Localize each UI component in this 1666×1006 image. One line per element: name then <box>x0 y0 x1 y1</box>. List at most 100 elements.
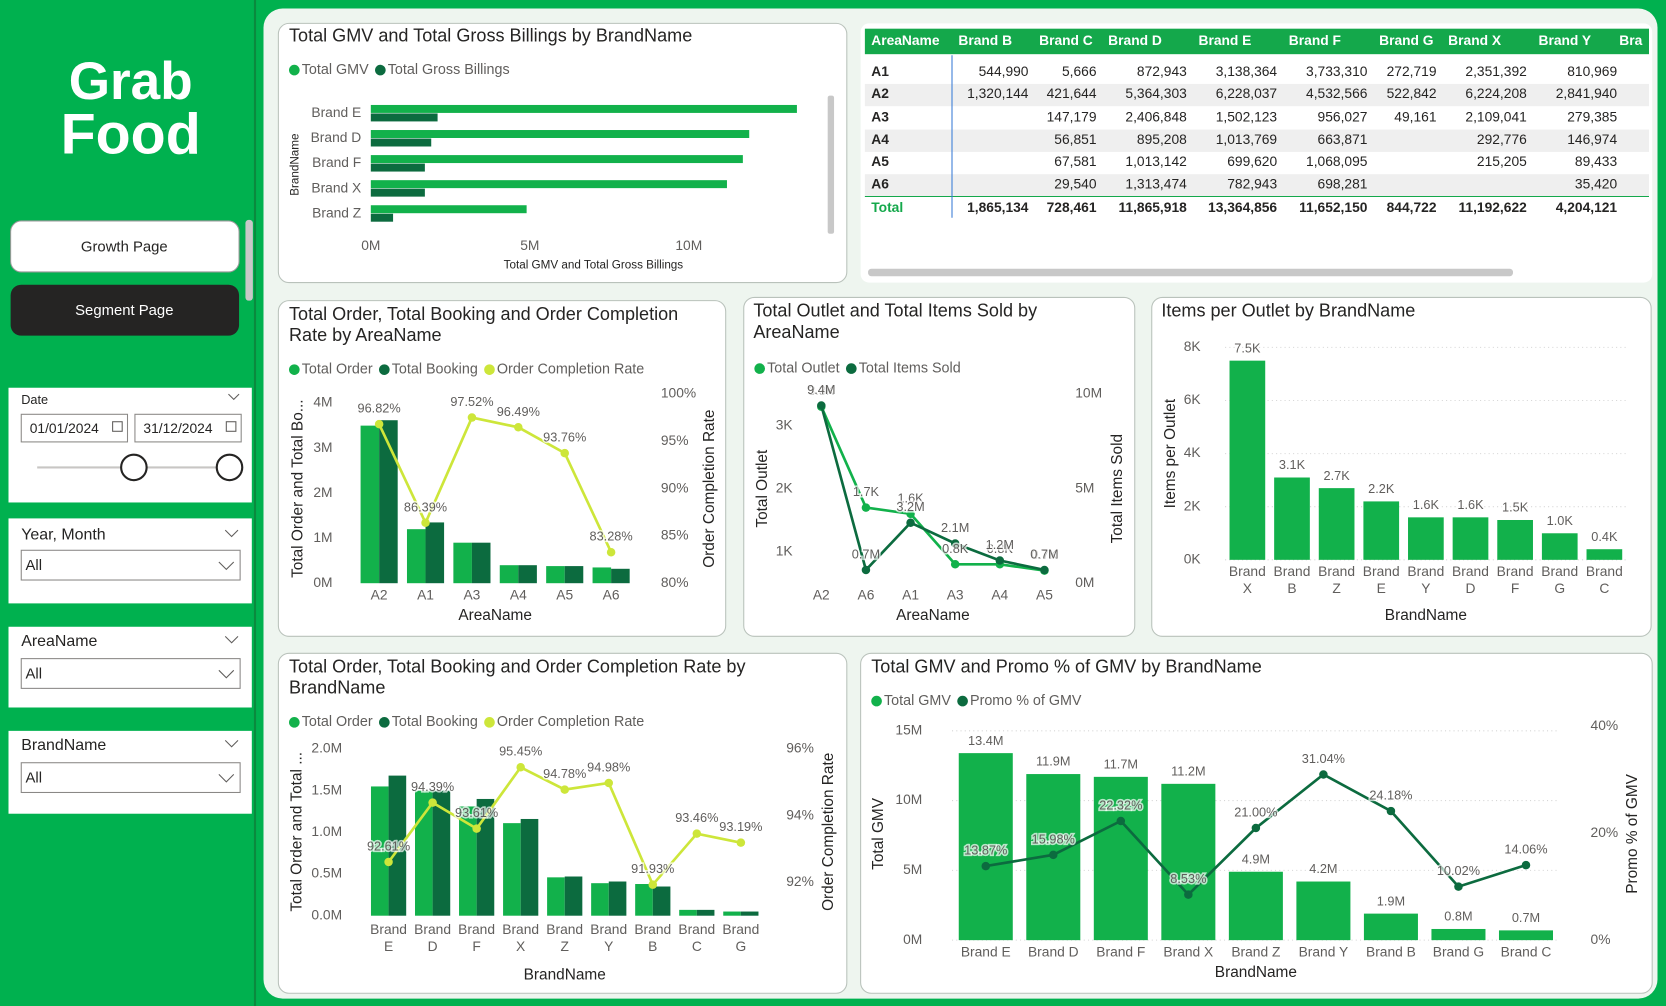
dropdown[interactable] <box>20 549 241 581</box>
bar <box>476 798 495 916</box>
dropdown-value[interactable]: All <box>26 558 43 574</box>
date-end[interactable]: 31/12/2024 <box>143 420 212 436</box>
data-label: 1.5K <box>1502 500 1529 515</box>
x-tick-label: A6 <box>857 587 874 603</box>
data-label: 83.28% <box>590 529 633 544</box>
y-tick-label: 15M <box>895 721 922 737</box>
data-label: 3.3K <box>808 383 835 398</box>
slider-handle[interactable] <box>215 453 244 482</box>
bar <box>635 884 653 916</box>
calendar-icon[interactable] <box>112 421 123 432</box>
data-label: 14.06% <box>1504 842 1547 857</box>
x-tick-label: Brand Z <box>1318 563 1356 596</box>
nav-button[interactable]: Growth Page <box>10 220 240 273</box>
x-tick-label-box: Brand B <box>634 921 671 954</box>
dropdown[interactable] <box>20 762 241 794</box>
bar <box>415 790 433 916</box>
chart-scrollbar[interactable] <box>827 95 835 234</box>
total-cell: 13,364,856 <box>1208 199 1277 215</box>
chart-title-box: Total GMV and Promo % of GMV by BrandNam… <box>871 657 1262 677</box>
data-label: 0.8K <box>942 541 969 556</box>
legend-swatch <box>871 695 882 707</box>
legend-label: Promo % of GMV <box>970 693 1082 709</box>
x-tick-label: A6 <box>603 587 620 603</box>
table-cell: 895,208 <box>1137 131 1187 147</box>
date-start[interactable]: 01/01/2024 <box>30 420 99 436</box>
bar <box>546 566 565 584</box>
point <box>1319 770 1328 779</box>
chevron[interactable] <box>218 561 235 571</box>
y-tick-label: Brand F <box>312 154 361 170</box>
bar <box>652 886 671 916</box>
table-cell: 1,313,474 <box>1125 175 1187 191</box>
y2-tick-label: 92% <box>786 873 814 889</box>
y-tick-label: 1.0M <box>311 823 342 839</box>
dropdown[interactable] <box>20 658 241 689</box>
x-tick-label-box: Brand G <box>1541 563 1579 596</box>
bar <box>1318 488 1355 560</box>
button-label[interactable]: Growth Page <box>81 239 168 255</box>
data-label: 1.6K <box>1457 497 1484 512</box>
data-label: 9.4M <box>807 382 835 397</box>
data-label: 95.45% <box>499 744 542 759</box>
table-cell: 1,320,144 <box>967 85 1029 101</box>
nav-button[interactable]: Segment Page <box>10 284 240 336</box>
legend-swatch <box>289 717 300 728</box>
date-slicer <box>8 387 252 503</box>
x-tick-label: Brand Z <box>546 921 584 954</box>
data-label: 94.78% <box>543 766 586 781</box>
chevron[interactable] <box>224 529 239 538</box>
chart-title-box: Total GMV and Total Gross Billings by Br… <box>289 25 693 46</box>
data-label: 1.0K <box>1547 513 1574 528</box>
table-cell: 2,109,041 <box>1465 109 1526 125</box>
chevron[interactable] <box>224 635 239 644</box>
data-label: 24.18% <box>1369 788 1412 803</box>
x-tick-label: Brand G <box>1541 563 1579 596</box>
legend-swatch <box>379 717 390 728</box>
chevron[interactable] <box>228 393 240 401</box>
calendar-icon[interactable] <box>225 421 237 432</box>
x-axis-title: AreaName <box>896 607 970 624</box>
sidebar: Grab Food Growth Page Segment Page Date … <box>8 52 253 814</box>
bar <box>1093 776 1148 941</box>
x-tick-label-box: Brand Y <box>590 921 627 954</box>
data-label: 0.7M <box>1512 910 1540 925</box>
bar <box>611 568 630 584</box>
row-stripe <box>864 174 1649 197</box>
line <box>377 416 613 553</box>
data-label: 93.46% <box>675 810 718 825</box>
point <box>950 560 960 569</box>
dropdown-value[interactable]: All <box>26 666 43 682</box>
table-cell: 67,581 <box>1054 153 1096 169</box>
chevron[interactable] <box>218 774 235 783</box>
dropdown-value[interactable]: All <box>26 771 43 787</box>
table-cell: 89,433 <box>1575 153 1618 169</box>
y-tick-label: 1M <box>313 529 332 545</box>
legend-label: Total GMV <box>302 62 369 78</box>
bar <box>432 790 451 916</box>
point <box>374 419 384 429</box>
point <box>560 785 569 794</box>
table-scrollbar[interactable] <box>868 268 1513 277</box>
date-input[interactable] <box>20 413 129 443</box>
chevron[interactable] <box>224 740 239 748</box>
chevron[interactable] <box>218 669 235 679</box>
x-tick-label: A2 <box>813 587 830 603</box>
x-tick-label-box: Brand G <box>722 921 760 954</box>
legend-swatch <box>375 64 386 76</box>
x-tick-label: Brand G <box>722 921 760 954</box>
table-cell: 6,224,208 <box>1465 85 1527 101</box>
table-cell: 6,228,037 <box>1216 85 1277 101</box>
point <box>736 838 746 847</box>
x-tick-label: 10M <box>675 237 702 253</box>
y-tick-label: 0M <box>313 574 332 590</box>
button-label[interactable]: Segment Page <box>75 303 173 319</box>
chart-title: Total Order, Total Booking and Order Com… <box>289 303 679 346</box>
x-tick-label: Brand D <box>1452 563 1489 596</box>
slider-handle[interactable] <box>120 453 148 482</box>
date-input[interactable] <box>134 413 242 443</box>
chart-title: Items per Outlet by BrandName <box>1161 300 1416 321</box>
chart-title: Total GMV and Total Gross Billings by Br… <box>289 25 693 46</box>
table-cell: 421,644 <box>1047 85 1097 101</box>
